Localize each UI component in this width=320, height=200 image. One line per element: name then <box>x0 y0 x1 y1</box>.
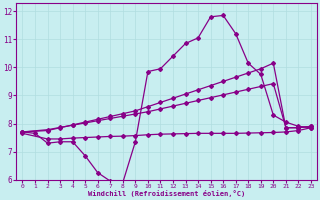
X-axis label: Windchill (Refroidissement éolien,°C): Windchill (Refroidissement éolien,°C) <box>88 190 245 197</box>
